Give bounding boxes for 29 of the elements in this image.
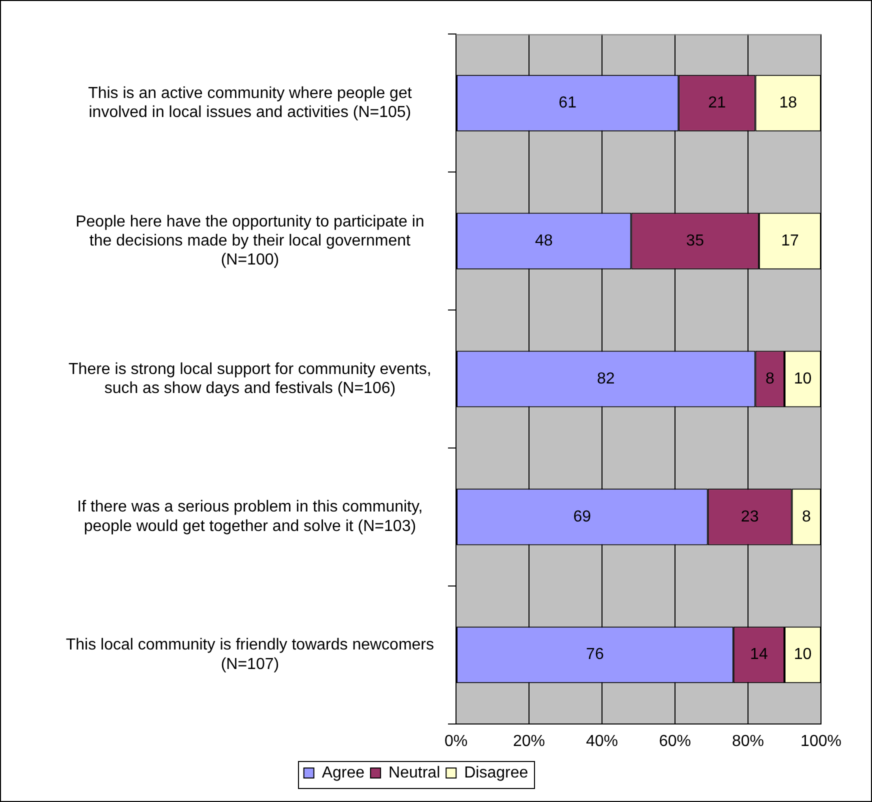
x-tick-label: 60%: [658, 732, 692, 750]
data-label: 21: [708, 94, 726, 112]
y-tick-label: This is an active community where people get involved in local issues and activities (N=105): [88, 84, 412, 122]
x-tick-label: 40%: [586, 732, 618, 750]
data-label: 18: [779, 94, 798, 112]
data-label: 8: [765, 370, 774, 388]
data-label: 8: [802, 508, 811, 526]
x-tick-label: 100%: [800, 732, 842, 750]
x-tick-label: 0%: [444, 732, 468, 750]
y-tick-label: There is strong local support for community events, such as show days and festivals (N=106): [68, 360, 432, 398]
legend-label: Agree: [322, 764, 365, 782]
data-label: 82: [597, 370, 615, 388]
data-label: 69: [573, 508, 592, 526]
data-label: 10: [794, 646, 812, 664]
data-label: 10: [794, 370, 812, 388]
data-label: 35: [686, 232, 704, 250]
data-label: 48: [534, 232, 553, 250]
data-label: 76: [586, 646, 604, 664]
x-tick-label: 20%: [512, 732, 546, 750]
data-label: 17: [781, 232, 799, 250]
y-tick-label: If there was a serious problem in this community, people would get together and solve it (N=103): [77, 498, 423, 535]
data-label: 23: [740, 508, 759, 526]
data-label: 61: [558, 94, 577, 112]
legend-label: Disagree: [464, 764, 528, 782]
y-tick-label: People here have the opportunity to participate in the decisions made by their local government (N=100): [76, 213, 424, 269]
x-tick-label: 80%: [732, 732, 764, 750]
data-label: 14: [750, 646, 768, 664]
legend-label: Neutral: [388, 764, 440, 782]
y-tick-label: This local community is friendly towards newcomers (N=107): [66, 636, 434, 673]
